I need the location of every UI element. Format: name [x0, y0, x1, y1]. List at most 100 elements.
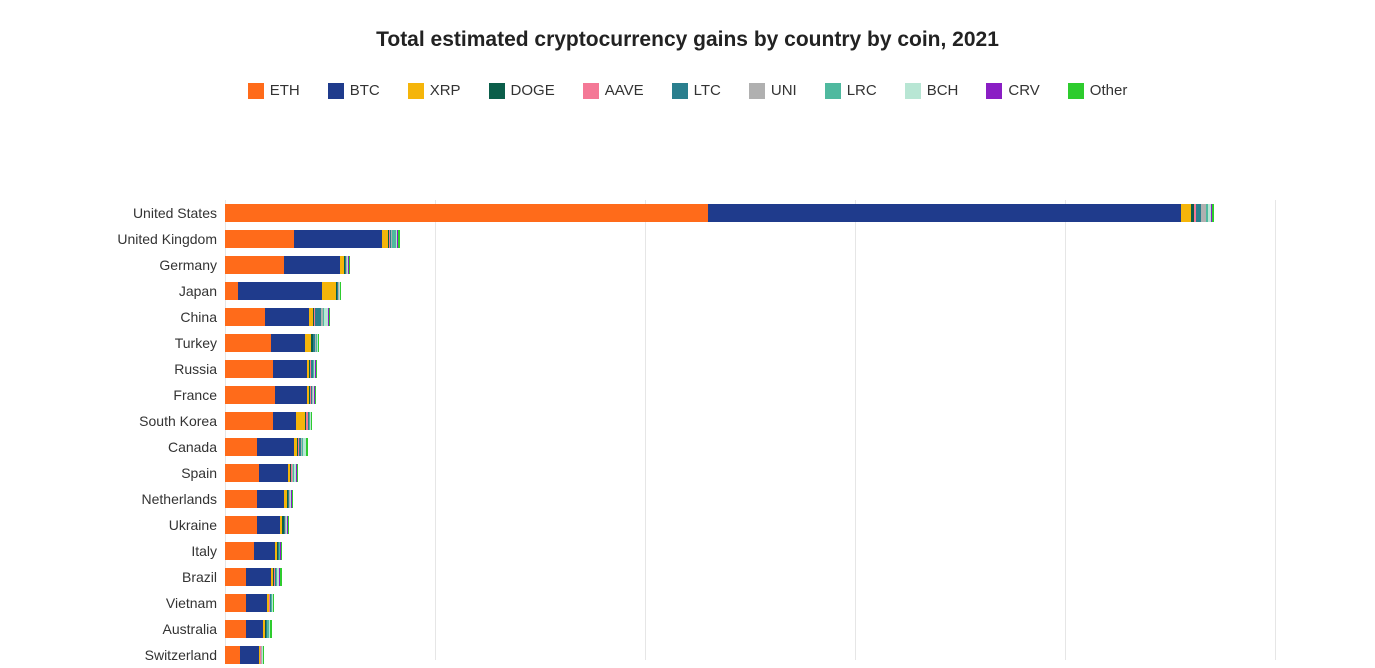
bar-segment-eth[interactable]: [225, 620, 246, 638]
bar-row: Italy: [225, 538, 1275, 564]
stacked-bar: [225, 620, 272, 638]
legend-item-uni[interactable]: UNI: [749, 82, 797, 99]
bar-segment-other[interactable]: [273, 594, 274, 612]
bar-segment-eth[interactable]: [225, 386, 275, 404]
bar-row: Ukraine: [225, 512, 1275, 538]
bar-segment-other[interactable]: [281, 542, 282, 560]
bar-segment-eth[interactable]: [225, 464, 259, 482]
bar-segment-btc[interactable]: [257, 438, 295, 456]
bar-segment-eth[interactable]: [225, 334, 271, 352]
bar-segment-btc[interactable]: [246, 568, 271, 586]
bar-segment-eth[interactable]: [225, 438, 257, 456]
bar-segment-btc[interactable]: [273, 412, 296, 430]
legend: ETH BTC XRP DOGE AAVE LTC UNI LRC BCH CRV Other: [0, 82, 1375, 99]
legend-label: BCH: [927, 82, 959, 99]
bar-segment-other[interactable]: [311, 412, 312, 430]
bar-segment-other[interactable]: [329, 308, 330, 326]
bar-segment-btc[interactable]: [259, 464, 288, 482]
bar-segment-other[interactable]: [340, 282, 341, 300]
bar-segment-other[interactable]: [297, 464, 299, 482]
legend-item-aave[interactable]: AAVE: [583, 82, 644, 99]
bar-segment-other[interactable]: [270, 620, 272, 638]
bar-segment-other[interactable]: [292, 490, 293, 508]
bar-segment-other[interactable]: [263, 646, 264, 664]
stacked-bar: [225, 646, 264, 664]
bar-segment-btc[interactable]: [271, 334, 305, 352]
legend-swatch: [328, 83, 344, 99]
bar-segment-btc[interactable]: [708, 204, 1181, 222]
bar-segment-btc[interactable]: [246, 594, 267, 612]
legend-item-crv[interactable]: CRV: [986, 82, 1039, 99]
stacked-bar: [225, 334, 319, 352]
bar-segment-eth[interactable]: [225, 412, 273, 430]
bar-segment-other[interactable]: [280, 568, 282, 586]
country-label: Spain: [181, 460, 217, 486]
bar-segment-btc[interactable]: [238, 282, 322, 300]
legend-swatch: [583, 83, 599, 99]
bar-segment-btc[interactable]: [257, 490, 284, 508]
bar-segment-eth[interactable]: [225, 282, 238, 300]
bar-segment-other[interactable]: [288, 516, 289, 534]
legend-swatch: [749, 83, 765, 99]
bar-segment-eth[interactable]: [225, 256, 284, 274]
bar-segment-btc[interactable]: [265, 308, 309, 326]
bar-segment-eth[interactable]: [225, 204, 708, 222]
bar-row: Japan: [225, 278, 1275, 304]
bar-row: Brazil: [225, 564, 1275, 590]
country-label: Germany: [159, 252, 217, 278]
country-label: United Kingdom: [117, 226, 217, 252]
bar-segment-other[interactable]: [306, 438, 308, 456]
bar-segment-eth[interactable]: [225, 360, 273, 378]
bar-row: United States: [225, 200, 1275, 226]
bar-segment-eth[interactable]: [225, 230, 294, 248]
bar-segment-eth[interactable]: [225, 308, 265, 326]
bar-segment-eth[interactable]: [225, 594, 246, 612]
bar-segment-other[interactable]: [315, 386, 316, 404]
stacked-bar: [225, 438, 308, 456]
bar-segment-other[interactable]: [349, 256, 350, 274]
legend-item-ltc[interactable]: LTC: [672, 82, 721, 99]
country-label: Turkey: [175, 330, 217, 356]
bar-segment-xrp[interactable]: [322, 282, 337, 300]
legend-item-btc[interactable]: BTC: [328, 82, 380, 99]
stacked-bar: [225, 386, 316, 404]
bar-row: Switzerland: [225, 642, 1275, 668]
bar-segment-btc[interactable]: [246, 620, 263, 638]
legend-item-eth[interactable]: ETH: [248, 82, 300, 99]
legend-item-bch[interactable]: BCH: [905, 82, 959, 99]
bar-row: Australia: [225, 616, 1275, 642]
bar-segment-other[interactable]: [316, 360, 318, 378]
bar-segment-eth[interactable]: [225, 490, 257, 508]
bar-segment-btc[interactable]: [294, 230, 382, 248]
bar-segment-btc[interactable]: [254, 542, 275, 560]
bar-segment-other[interactable]: [398, 230, 401, 248]
bar-segment-xrp[interactable]: [1181, 204, 1192, 222]
legend-item-doge[interactable]: DOGE: [489, 82, 555, 99]
bar-segment-btc[interactable]: [284, 256, 341, 274]
bar-row: France: [225, 382, 1275, 408]
bar-segment-btc[interactable]: [275, 386, 307, 404]
legend-item-lrc[interactable]: LRC: [825, 82, 877, 99]
bar-segment-btc[interactable]: [257, 516, 280, 534]
bar-segment-other[interactable]: [1212, 204, 1214, 222]
country-label: China: [180, 304, 217, 330]
legend-item-other[interactable]: Other: [1068, 82, 1128, 99]
bar-segment-eth[interactable]: [225, 568, 246, 586]
country-label: France: [173, 382, 217, 408]
bar-row: Vietnam: [225, 590, 1275, 616]
bar-segment-eth[interactable]: [225, 542, 254, 560]
bar-segment-other[interactable]: [318, 334, 319, 352]
country-label: Vietnam: [166, 590, 217, 616]
bar-segment-xrp[interactable]: [296, 412, 304, 430]
bar-segment-btc[interactable]: [240, 646, 259, 664]
legend-swatch: [905, 83, 921, 99]
legend-label: AAVE: [605, 82, 644, 99]
bar-segment-eth[interactable]: [225, 646, 240, 664]
bar-segment-eth[interactable]: [225, 516, 257, 534]
bar-segment-btc[interactable]: [273, 360, 307, 378]
legend-item-xrp[interactable]: XRP: [408, 82, 461, 99]
bar-row: China: [225, 304, 1275, 330]
country-label: Switzerland: [145, 642, 217, 668]
stacked-bar: [225, 360, 317, 378]
legend-swatch: [489, 83, 505, 99]
